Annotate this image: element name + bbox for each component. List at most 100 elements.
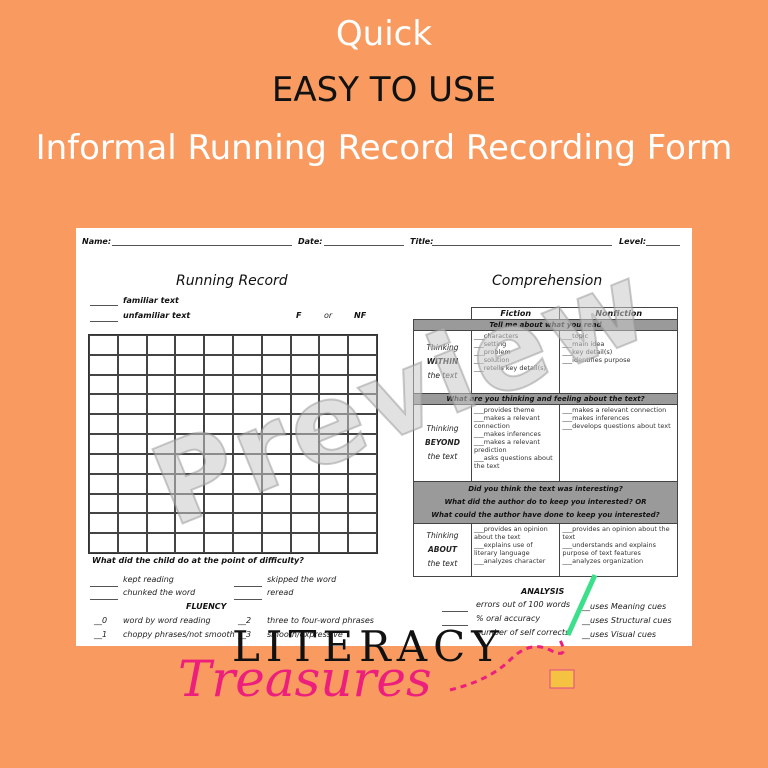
or-label: or — [324, 311, 333, 320]
grid-cell — [89, 414, 118, 435]
grid-cell — [175, 434, 205, 454]
grid-cell — [204, 473, 233, 494]
grid-cell — [261, 394, 291, 415]
grid-cell — [204, 354, 233, 375]
grid-cell — [348, 533, 377, 553]
grid-cell — [175, 394, 205, 415]
grid-cell — [290, 335, 320, 355]
grid-cell — [89, 374, 118, 395]
headline-quick: Quick — [335, 14, 433, 54]
grid-cell — [348, 354, 377, 375]
grid-cell — [175, 493, 205, 514]
grid-cell — [204, 513, 233, 534]
fluency-title: FLUENCY — [186, 602, 227, 611]
beyond-fiction: ___provides theme ___makes a relevant co… — [470, 404, 561, 482]
grid-cell — [232, 374, 262, 395]
grid-cell — [89, 493, 118, 514]
fluency-score: 2 — [246, 616, 252, 625]
logo-decoration-icon — [449, 573, 598, 692]
grid-cell — [117, 374, 147, 395]
grid-cell — [261, 414, 291, 435]
band-about: Did you think the text was interesting? … — [413, 481, 678, 524]
grid-cell — [89, 533, 118, 553]
grid-cell — [319, 374, 349, 395]
running-record-grid — [88, 334, 378, 554]
analysis-item: number of self corrects — [476, 628, 570, 637]
grid-cell — [261, 493, 291, 514]
grid-cell — [175, 533, 205, 553]
analysis-title: ANALYSIS — [521, 587, 565, 596]
grid-cell — [232, 453, 262, 474]
grid-cell — [89, 394, 118, 415]
grid-cell — [146, 354, 176, 375]
running-record-title: Running Record — [176, 273, 288, 289]
grid-cell — [232, 473, 262, 494]
grid-cell — [89, 335, 118, 355]
about-fiction: ___provides an opinion about the text __… — [470, 523, 561, 577]
logo-literacy: LITERACY — [232, 622, 505, 671]
fluency-score: 0 — [102, 616, 108, 625]
grid-cell — [319, 414, 349, 435]
comprehension-title: Comprehension — [492, 273, 603, 289]
grid-cell — [146, 473, 176, 494]
grid-cell — [319, 394, 349, 415]
grid-cell — [348, 374, 377, 395]
difficulty-question: What did the child do at the point of di… — [92, 556, 304, 565]
grid-cell — [348, 493, 377, 514]
familiar-text-label: familiar text — [123, 296, 179, 305]
grid-cell — [348, 394, 377, 415]
grid-cell — [348, 335, 377, 355]
grid-cell — [348, 513, 377, 534]
grid-cell — [204, 374, 233, 395]
within-fiction: ___characters ___setting ___problem ___s… — [470, 330, 561, 394]
grid-cell — [146, 513, 176, 534]
logo-treasures: Treasures — [178, 650, 432, 708]
grid-cell — [146, 533, 176, 553]
grid-cell — [290, 374, 320, 395]
grid-cell — [146, 374, 176, 395]
grid-cell — [232, 493, 262, 514]
grid-cell — [232, 354, 262, 375]
fluency-desc: three to four-word phrases — [267, 616, 374, 625]
nf-label: NF — [354, 311, 367, 320]
grid-cell — [89, 473, 118, 494]
grid-cell — [319, 434, 349, 454]
grid-cell — [175, 414, 205, 435]
grid-cell — [89, 434, 118, 454]
grid-cell — [348, 434, 377, 454]
grid-cell — [204, 493, 233, 514]
fluency-score: 3 — [246, 630, 252, 639]
grid-cell — [319, 335, 349, 355]
grid-cell — [319, 453, 349, 474]
fluency-desc: smooth/expressive — [267, 630, 343, 639]
grid-cell — [204, 335, 233, 355]
grid-cell — [232, 533, 262, 553]
comprehension-table: Fiction Nonfiction Tell me about what you… — [413, 307, 678, 577]
grid-cell — [117, 533, 147, 553]
grid-cell — [175, 374, 205, 395]
grid-cell — [232, 434, 262, 454]
grid-cell — [319, 473, 349, 494]
grid-cell — [290, 394, 320, 415]
grid-cell — [261, 335, 291, 355]
grid-cell — [204, 434, 233, 454]
grid-cell — [261, 533, 291, 553]
grid-cell — [117, 414, 147, 435]
within-nonfiction: ___topic ___main idea ___key detail(s) _… — [559, 330, 678, 394]
grid-cell — [204, 394, 233, 415]
grid-cell — [290, 453, 320, 474]
grid-cell — [290, 414, 320, 435]
date-label: Date: — [298, 237, 323, 246]
grid-cell — [146, 335, 176, 355]
grid-cell — [175, 354, 205, 375]
grid-cell — [204, 414, 233, 435]
grid-cell — [290, 513, 320, 534]
chunked-word: chunked the word — [123, 588, 196, 597]
headline-easy: EASY TO USE — [271, 70, 497, 110]
cue-item: __uses Meaning cues — [582, 602, 667, 611]
grid-cell — [232, 335, 262, 355]
grid-cell — [146, 414, 176, 435]
grid-cell — [117, 434, 147, 454]
form-preview: Name: Date: Title: Level: Running Record… — [76, 228, 692, 646]
grid-cell — [175, 513, 205, 534]
